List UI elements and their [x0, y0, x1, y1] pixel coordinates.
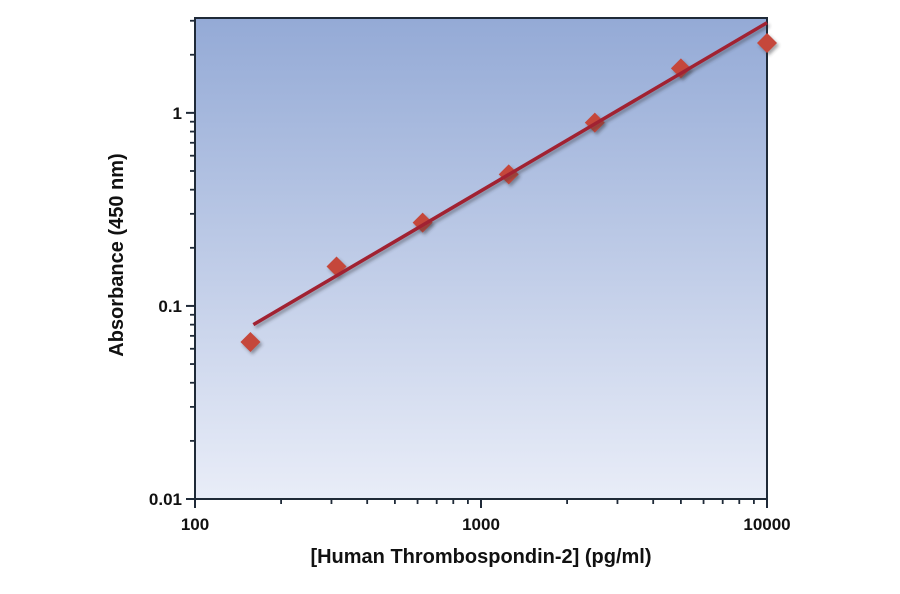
x-tick-label: 10000	[743, 515, 790, 534]
plot-area	[194, 17, 768, 500]
data-point-marker	[757, 33, 777, 54]
x-tick-label: 1000	[462, 515, 500, 534]
y-tick-label: 0.01	[149, 490, 182, 509]
y-tick-label: 0.1	[158, 297, 182, 316]
axis-ticks	[186, 19, 768, 508]
tick-labels: 100 1000 10000 0.01 0.1 1	[149, 104, 791, 534]
data-point-marker	[670, 58, 691, 79]
x-axis-title: [Human Thrombospondin-2] (pg/ml)	[310, 546, 652, 568]
data-point-marker	[240, 332, 261, 353]
data-series	[240, 21, 777, 353]
y-tick-label: 1	[173, 104, 182, 123]
x-tick-label: 100	[181, 515, 209, 534]
trend-line	[252, 21, 768, 327]
y-axis-title: Absorbance (450 nm)	[106, 153, 128, 357]
